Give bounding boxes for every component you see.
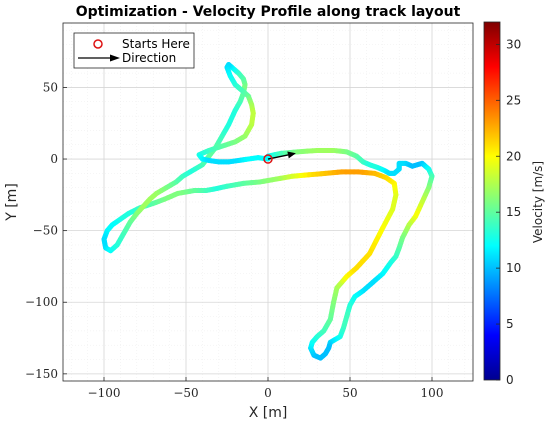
colorbar-ticks: 0 5 10 15 20 25 30 — [496, 37, 521, 387]
colorbar-tick-label: 30 — [506, 37, 521, 51]
direction-arrowhead-icon — [287, 151, 296, 159]
x-tick-label: −100 — [88, 386, 121, 400]
y-tick-label: 50 — [43, 80, 58, 94]
colorbar-tick-label: 20 — [506, 149, 521, 163]
colorbar — [483, 21, 501, 381]
x-tick-label: −50 — [173, 386, 198, 400]
y-axis-ticks: 50 0 −50 −100 −150 — [25, 80, 67, 381]
y-tick-label: 0 — [50, 152, 58, 166]
y-tick-label: −50 — [33, 224, 58, 238]
legend-arrowhead-icon — [110, 54, 120, 62]
legend-label-start: Starts Here — [122, 37, 190, 51]
colorbar-tick-label: 5 — [506, 317, 514, 331]
x-tick-label: 100 — [421, 386, 444, 400]
y-axis-label: Y [m] — [4, 183, 20, 222]
x-axis-ticks: −100 −50 0 50 100 — [88, 377, 444, 400]
legend-box: Starts Here Direction — [73, 32, 195, 69]
track-velocity-line — [101, 62, 435, 361]
chart-title: Optimization - Velocity Profile along tr… — [76, 4, 461, 20]
start-marker-group — [263, 151, 296, 164]
x-tick-label: 0 — [264, 386, 272, 400]
colorbar-tick-label: 10 — [506, 261, 521, 275]
colorbar-tick-label: 25 — [506, 93, 521, 107]
x-axis-label: X [m] — [249, 405, 288, 421]
legend-start-marker-icon — [93, 39, 103, 49]
legend-label-direction: Direction — [122, 51, 176, 65]
x-tick-label: 50 — [342, 386, 357, 400]
colorbar-label: Velocity [m/s] — [531, 161, 545, 243]
colorbar-tick-label: 15 — [506, 205, 521, 219]
y-tick-label: −150 — [25, 367, 58, 381]
y-tick-label: −100 — [25, 295, 58, 309]
start-marker-icon — [263, 154, 273, 164]
colorbar-tick-label: 0 — [506, 373, 514, 387]
